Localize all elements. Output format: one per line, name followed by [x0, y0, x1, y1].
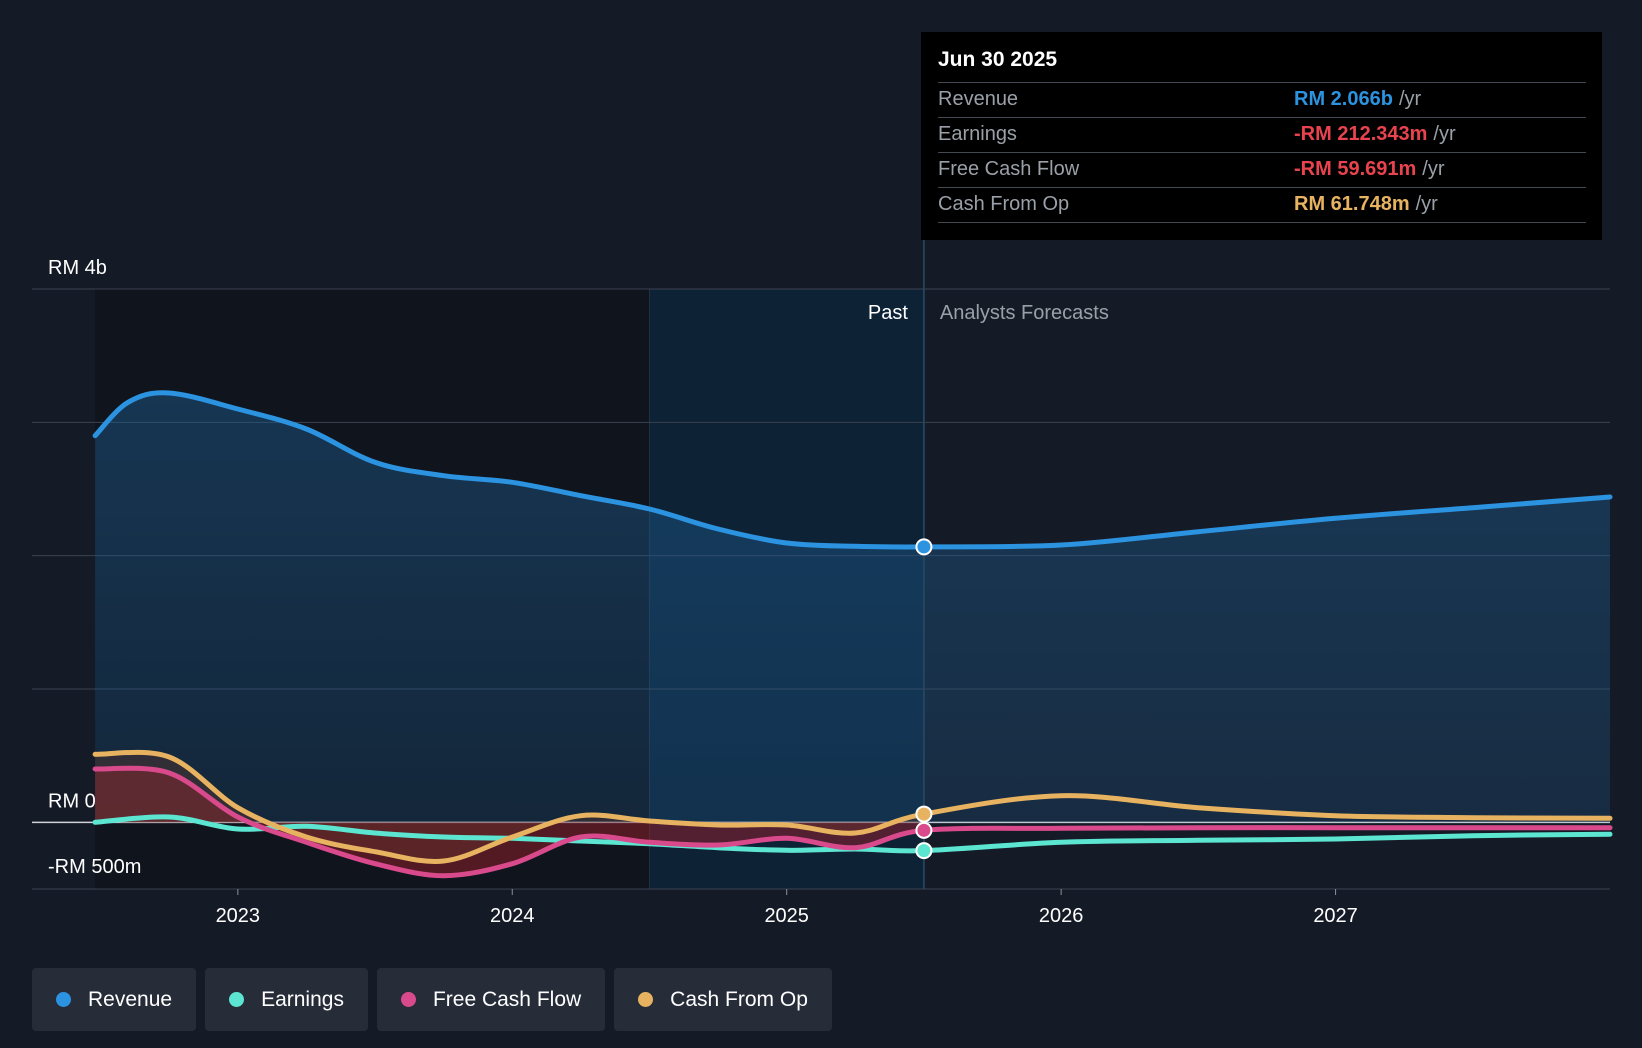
tooltip-unit: /yr	[1398, 88, 1422, 110]
tooltip-row-free-cash-flow: Free Cash Flow -RM 59.691m /yr	[938, 153, 1586, 188]
x-tick-label: 2025	[764, 905, 809, 927]
past-label: Past	[868, 302, 908, 324]
revenue-marker	[915, 538, 933, 556]
tooltip-row-cash-from-op: Cash From Op RM 61.748m /yr	[938, 188, 1586, 223]
earnings-line	[92, 814, 1613, 854]
series-markers	[915, 538, 933, 860]
legend-label: Revenue	[88, 987, 173, 1011]
tooltip-value: RM 61.748m	[1294, 193, 1410, 215]
tooltip-unit: /yr	[1433, 123, 1456, 145]
legend-item-cash-from-op[interactable]: Cash From Op	[614, 968, 832, 1031]
y-tick-label: RM 4b	[48, 257, 107, 279]
legend-label: Free Cash Flow	[432, 987, 582, 1011]
revenue-area	[95, 392, 1611, 823]
cash-from-op-marker	[915, 805, 933, 823]
tooltip-date: Jun 30 2025	[938, 46, 1586, 83]
y-tick-label: -RM 500m	[48, 856, 141, 878]
legend-item-revenue[interactable]: Revenue	[32, 968, 197, 1031]
free-cash-flow-line	[92, 765, 1613, 879]
legend-item-free-cash-flow[interactable]: Free Cash Flow	[376, 968, 606, 1031]
tooltip-label: Cash From Op	[938, 193, 1070, 215]
series-lines	[92, 390, 1613, 879]
x-axis-labels: 2023 2024 2025 2026 2027	[216, 889, 1358, 927]
earnings-marker	[915, 842, 933, 860]
legend-dot-icon	[56, 992, 71, 1007]
tooltip-row-earnings: Earnings -RM 212.343m /yr	[938, 118, 1586, 153]
legend-dot-icon	[400, 992, 416, 1007]
legend-dot-icon	[229, 992, 245, 1007]
y-axis-labels: RM 4b RM 0 -RM 500m	[48, 257, 141, 878]
tooltip-value: -RM 212.343m	[1294, 123, 1428, 145]
free-cash-flow-marker	[915, 821, 933, 839]
x-tick-label: 2027	[1313, 905, 1358, 927]
tooltip-label: Revenue	[938, 88, 1019, 110]
revenue-line	[92, 390, 1613, 550]
forecast-label: Analysts Forecasts	[940, 302, 1109, 324]
legend-item-earnings[interactable]: Earnings	[205, 968, 368, 1031]
legend-dot-icon	[638, 992, 654, 1007]
legend: Revenue Earnings Free Cash Flow Cash Fro…	[32, 968, 832, 1031]
legend-label: Earnings	[261, 987, 344, 1011]
tooltip-value: -RM 59.691m	[1294, 158, 1417, 180]
tooltip-unit: /yr	[1415, 193, 1438, 215]
legend-label: Cash From Op	[670, 987, 808, 1011]
cash-from-op-line	[92, 749, 1613, 864]
x-tick-label: 2026	[1039, 905, 1084, 927]
tooltip-value: RM 2.066b	[1294, 88, 1393, 110]
tooltip-label: Earnings	[938, 123, 1017, 145]
tooltip: Jun 30 2025 Revenue RM 2.066b /yr Earnin…	[921, 32, 1602, 240]
tooltip-unit: /yr	[1422, 158, 1445, 180]
y-tick-label: RM 0	[48, 790, 96, 812]
x-tick-label: 2024	[490, 905, 535, 927]
tooltip-row-revenue: Revenue RM 2.066b /yr	[938, 83, 1586, 118]
tooltip-label: Free Cash Flow	[938, 158, 1080, 180]
x-tick-label: 2023	[216, 905, 261, 927]
